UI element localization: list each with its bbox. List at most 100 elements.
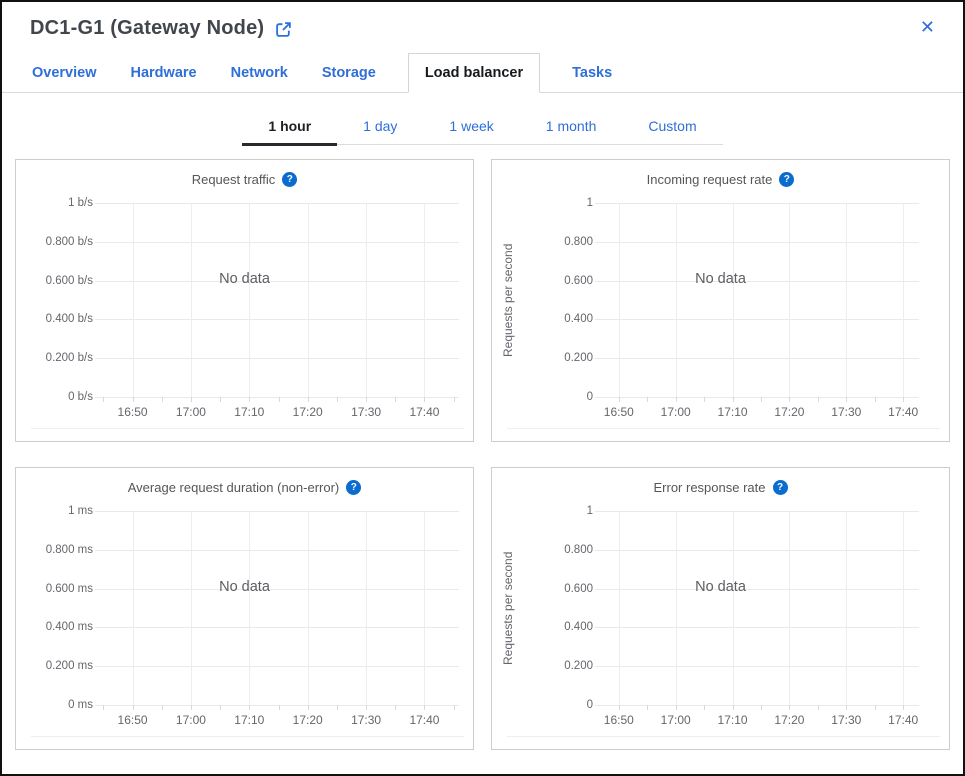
- chart-panel-error-response-rate: Error response rate ? Requests per secon…: [491, 467, 950, 750]
- x-tick-label: 17:20: [292, 713, 323, 727]
- grid-line-vertical: [903, 203, 905, 397]
- x-axis-minor-tick: [278, 397, 280, 402]
- tab-network[interactable]: Network: [230, 65, 288, 81]
- tab-bar: Overview Hardware Network Storage Load b…: [2, 49, 963, 93]
- grid-line-horizontal: [95, 397, 459, 398]
- grid-line-horizontal: [595, 397, 919, 398]
- grid-line-vertical: [366, 203, 368, 397]
- x-axis-tick: [789, 397, 791, 402]
- grid-line-horizontal: [95, 358, 459, 360]
- grid-line-horizontal: [595, 666, 919, 668]
- range-1-month[interactable]: 1 month: [545, 118, 597, 134]
- y-tick-label: 0.200 b/s: [45, 352, 93, 365]
- x-axis-tick: [789, 705, 791, 710]
- grid-line-vertical: [249, 203, 251, 397]
- tab-tasks[interactable]: Tasks: [572, 65, 613, 81]
- x-axis-minor-tick: [220, 705, 222, 710]
- external-link-icon[interactable]: [275, 21, 292, 38]
- grid-line-vertical: [732, 203, 734, 397]
- x-axis-tick: [307, 397, 309, 402]
- x-axis-minor-tick: [647, 397, 649, 402]
- x-tick-label: 16:50: [117, 405, 148, 419]
- x-axis-tick: [366, 705, 368, 710]
- no-data-label: No data: [695, 271, 746, 287]
- tab-load-balancer[interactable]: Load balancer: [407, 53, 541, 93]
- y-tick-label: 0.800: [564, 543, 593, 556]
- x-tick-label: 17:40: [409, 405, 440, 419]
- y-tick-label: 0.800 b/s: [45, 235, 93, 248]
- legend-divider: [31, 736, 464, 737]
- grid-line-horizontal: [595, 627, 919, 629]
- y-tick-label: 0.400 b/s: [45, 313, 93, 326]
- y-tick-label: 0.600: [564, 582, 593, 595]
- x-tick-label: 17:30: [351, 713, 382, 727]
- x-axis-minor-tick: [395, 705, 397, 710]
- x-axis-tick: [424, 397, 426, 402]
- legend-divider: [507, 736, 940, 737]
- x-axis-minor-tick: [161, 705, 163, 710]
- x-tick-label: 17:40: [888, 405, 919, 419]
- tab-hardware[interactable]: Hardware: [130, 65, 197, 81]
- help-icon[interactable]: ?: [346, 480, 362, 495]
- chart-panel-incoming-request-rate: Incoming request rate ? Requests per sec…: [491, 159, 950, 442]
- grid-line-vertical: [789, 511, 791, 705]
- x-tick-label: 17:10: [234, 713, 265, 727]
- x-axis-minor-tick: [761, 705, 762, 710]
- x-axis-tick: [249, 705, 251, 710]
- x-axis-minor-tick: [761, 397, 762, 402]
- help-icon[interactable]: ?: [779, 172, 795, 187]
- x-axis-minor-tick: [817, 397, 819, 402]
- x-tick-label: 17:10: [234, 405, 265, 419]
- x-axis-tick: [618, 397, 620, 402]
- grid-line-horizontal: [95, 203, 459, 204]
- y-axis: 1 ms 0.800 ms 0.600 ms 0.400 ms 0.200 ms 0 ms: [16, 505, 93, 711]
- help-icon[interactable]: ?: [282, 172, 298, 187]
- chart-title: Request traffic: [191, 172, 276, 187]
- chart-panel-average-request-duration: Average request duration (non-error) ? 1…: [15, 467, 474, 750]
- page-header: DC1-G1 (Gateway Node): [2, 2, 963, 49]
- range-custom[interactable]: Custom: [648, 118, 697, 134]
- y-tick-label: 0.200: [564, 352, 593, 365]
- plot-area: 16:50 17:00 17:10 17:20 17:30 17:40: [95, 511, 459, 727]
- page-title: DC1-G1 (Gateway Node): [30, 17, 265, 39]
- x-tick-label: 17:00: [660, 405, 691, 419]
- grid-line-vertical: [846, 203, 848, 397]
- x-axis-minor-tick: [453, 397, 455, 402]
- x-axis-tick: [307, 705, 309, 710]
- grid-line-vertical: [789, 203, 791, 397]
- no-data-label: No data: [219, 271, 270, 287]
- range-1-week[interactable]: 1 week: [449, 118, 494, 134]
- x-tick-label: 16:50: [603, 713, 634, 727]
- x-axis-minor-tick: [103, 397, 105, 402]
- y-tick-label: 0: [586, 699, 593, 711]
- y-tick-label: 0.600: [564, 274, 593, 287]
- y-tick-label: 0 b/s: [68, 391, 93, 403]
- x-axis-tick: [846, 397, 848, 402]
- grid-line-horizontal: [595, 358, 919, 360]
- x-tick-label: 17:10: [717, 405, 748, 419]
- tab-storage[interactable]: Storage: [321, 65, 376, 81]
- grid-line-vertical: [366, 511, 368, 705]
- help-icon[interactable]: ?: [772, 480, 788, 495]
- grid-line-vertical: [132, 511, 134, 705]
- grid-line-vertical: [307, 511, 309, 705]
- x-tick-label: 17:00: [175, 713, 206, 727]
- range-1-hour[interactable]: 1 hour: [242, 108, 337, 146]
- x-tick-label: 17:10: [717, 713, 748, 727]
- chart-title: Error response rate: [653, 480, 766, 495]
- x-axis-tick: [249, 397, 251, 402]
- range-1-day[interactable]: 1 day: [363, 118, 398, 134]
- grid-line-horizontal: [595, 319, 919, 321]
- y-tick-label: 0.600 b/s: [45, 274, 93, 287]
- y-axis: 1 b/s 0.800 b/s 0.600 b/s 0.400 b/s 0.200 b/…: [16, 197, 93, 403]
- plot-area: 16:50 17:00 17:10 17:20 17:30 17:40: [595, 511, 919, 727]
- grid-line-horizontal: [595, 588, 919, 590]
- x-axis-minor-tick: [874, 397, 876, 402]
- y-tick-label: 0.800: [564, 235, 593, 248]
- tab-overview[interactable]: Overview: [32, 65, 97, 81]
- close-icon[interactable]: ✕: [919, 17, 935, 37]
- y-tick-label: 0.800 ms: [45, 543, 93, 556]
- x-tick-label: 16:50: [603, 405, 634, 419]
- time-range-bar: 1 hour 1 day 1 week 1 month Custom: [2, 108, 963, 146]
- y-tick-label: 0.400: [564, 621, 593, 634]
